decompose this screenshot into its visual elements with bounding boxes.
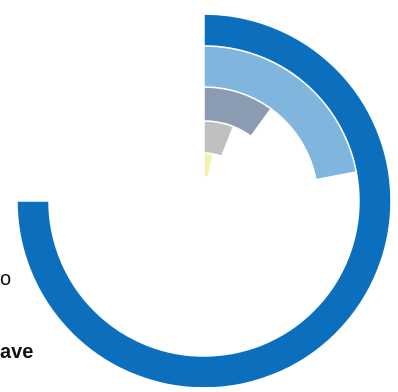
radial-bar-1 bbox=[16, 13, 392, 389]
radial-bar-4 bbox=[203, 120, 235, 158]
left-bold-text-fragment: ave bbox=[0, 341, 34, 363]
radial-bar-5 bbox=[203, 152, 214, 179]
left-text-fragment: o bbox=[0, 268, 12, 290]
